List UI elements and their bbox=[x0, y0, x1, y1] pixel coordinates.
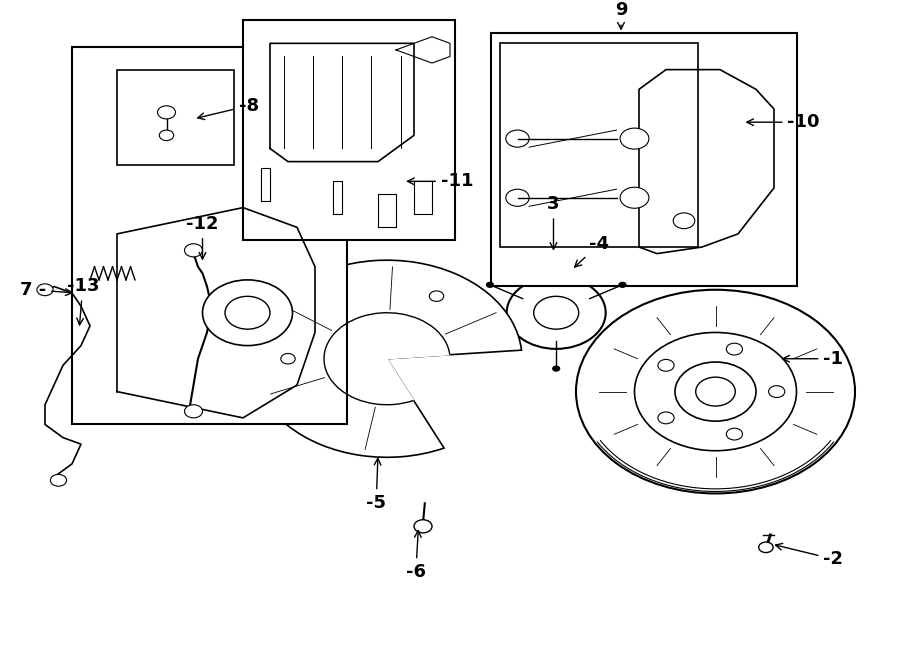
Circle shape bbox=[658, 360, 674, 371]
Circle shape bbox=[506, 130, 529, 147]
Circle shape bbox=[37, 284, 53, 295]
Circle shape bbox=[184, 244, 202, 257]
Circle shape bbox=[507, 276, 606, 349]
Circle shape bbox=[576, 290, 855, 494]
Text: -5: -5 bbox=[366, 458, 386, 512]
Circle shape bbox=[486, 282, 493, 288]
Circle shape bbox=[534, 296, 579, 329]
Circle shape bbox=[553, 366, 560, 371]
Circle shape bbox=[619, 282, 626, 288]
Circle shape bbox=[675, 362, 756, 421]
Circle shape bbox=[225, 296, 270, 329]
Bar bbox=[72, 47, 346, 424]
Circle shape bbox=[429, 291, 444, 301]
Circle shape bbox=[50, 475, 67, 486]
Text: -6: -6 bbox=[406, 531, 426, 581]
Circle shape bbox=[726, 428, 742, 440]
Circle shape bbox=[673, 213, 695, 229]
Circle shape bbox=[620, 128, 649, 149]
Text: 7 -: 7 - bbox=[20, 281, 72, 299]
Polygon shape bbox=[270, 44, 414, 161]
Circle shape bbox=[281, 354, 295, 364]
Circle shape bbox=[769, 385, 785, 397]
Text: -8: -8 bbox=[198, 97, 258, 120]
Circle shape bbox=[620, 187, 649, 208]
Text: -4: -4 bbox=[575, 235, 609, 267]
Circle shape bbox=[759, 542, 773, 553]
Circle shape bbox=[414, 520, 432, 533]
Text: -1: -1 bbox=[783, 350, 843, 368]
Circle shape bbox=[634, 332, 796, 451]
Text: -2: -2 bbox=[776, 543, 843, 568]
Text: -10: -10 bbox=[747, 113, 820, 131]
Text: 3: 3 bbox=[547, 195, 560, 249]
Wedge shape bbox=[324, 313, 450, 405]
Bar bbox=[491, 34, 796, 286]
Circle shape bbox=[696, 377, 735, 406]
Text: -12: -12 bbox=[186, 215, 219, 259]
Circle shape bbox=[658, 412, 674, 424]
Text: -11: -11 bbox=[408, 173, 473, 190]
Circle shape bbox=[726, 343, 742, 355]
Circle shape bbox=[159, 130, 174, 141]
Bar bbox=[243, 20, 454, 241]
Circle shape bbox=[184, 405, 202, 418]
Bar bbox=[117, 69, 234, 165]
Wedge shape bbox=[252, 260, 521, 457]
Text: -13: -13 bbox=[67, 278, 99, 325]
Circle shape bbox=[202, 280, 292, 346]
Circle shape bbox=[158, 106, 176, 119]
Text: 9: 9 bbox=[615, 1, 627, 29]
Circle shape bbox=[506, 189, 529, 206]
Bar bbox=[500, 44, 698, 247]
